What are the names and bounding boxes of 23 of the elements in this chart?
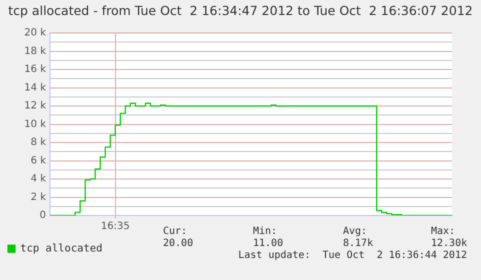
y-tick-label: 0: [40, 210, 46, 222]
legend-label: tcp allocated: [20, 242, 102, 254]
y-tick-label: 8 k: [30, 137, 46, 148]
y-tick-label: 2 k: [30, 192, 46, 203]
text: 8.17k: [343, 238, 374, 249]
x-tick-label: 16:35: [100, 221, 130, 232]
y-tick-label: 6 k: [30, 155, 46, 166]
y-tick-label: 14 k: [24, 82, 46, 94]
y-tick-label: 18 k: [24, 46, 46, 57]
y-tick-label: 12 k: [24, 100, 46, 112]
y-tick-label: 20 k: [24, 28, 46, 39]
text: Cur:: [163, 226, 188, 237]
text: 11.00: [253, 238, 284, 249]
text: 12.30k: [431, 238, 468, 249]
y-tick-label: 16 k: [24, 64, 46, 76]
y-tick-label: 10 k: [24, 118, 46, 130]
text: Min:: [253, 226, 278, 237]
y-tick-label: 4 k: [30, 174, 46, 185]
text: Avg:: [343, 226, 368, 237]
text: Max:: [431, 226, 456, 237]
chart-title: tcp allocated - from Tue Oct 2 16:34:47 2012 to Tue Oct 2 16:36:07 2012: [7, 3, 474, 18]
text: Last update: Tue Oct 2 16:36:44 2012: [238, 250, 467, 261]
text: 20.00: [163, 238, 194, 249]
